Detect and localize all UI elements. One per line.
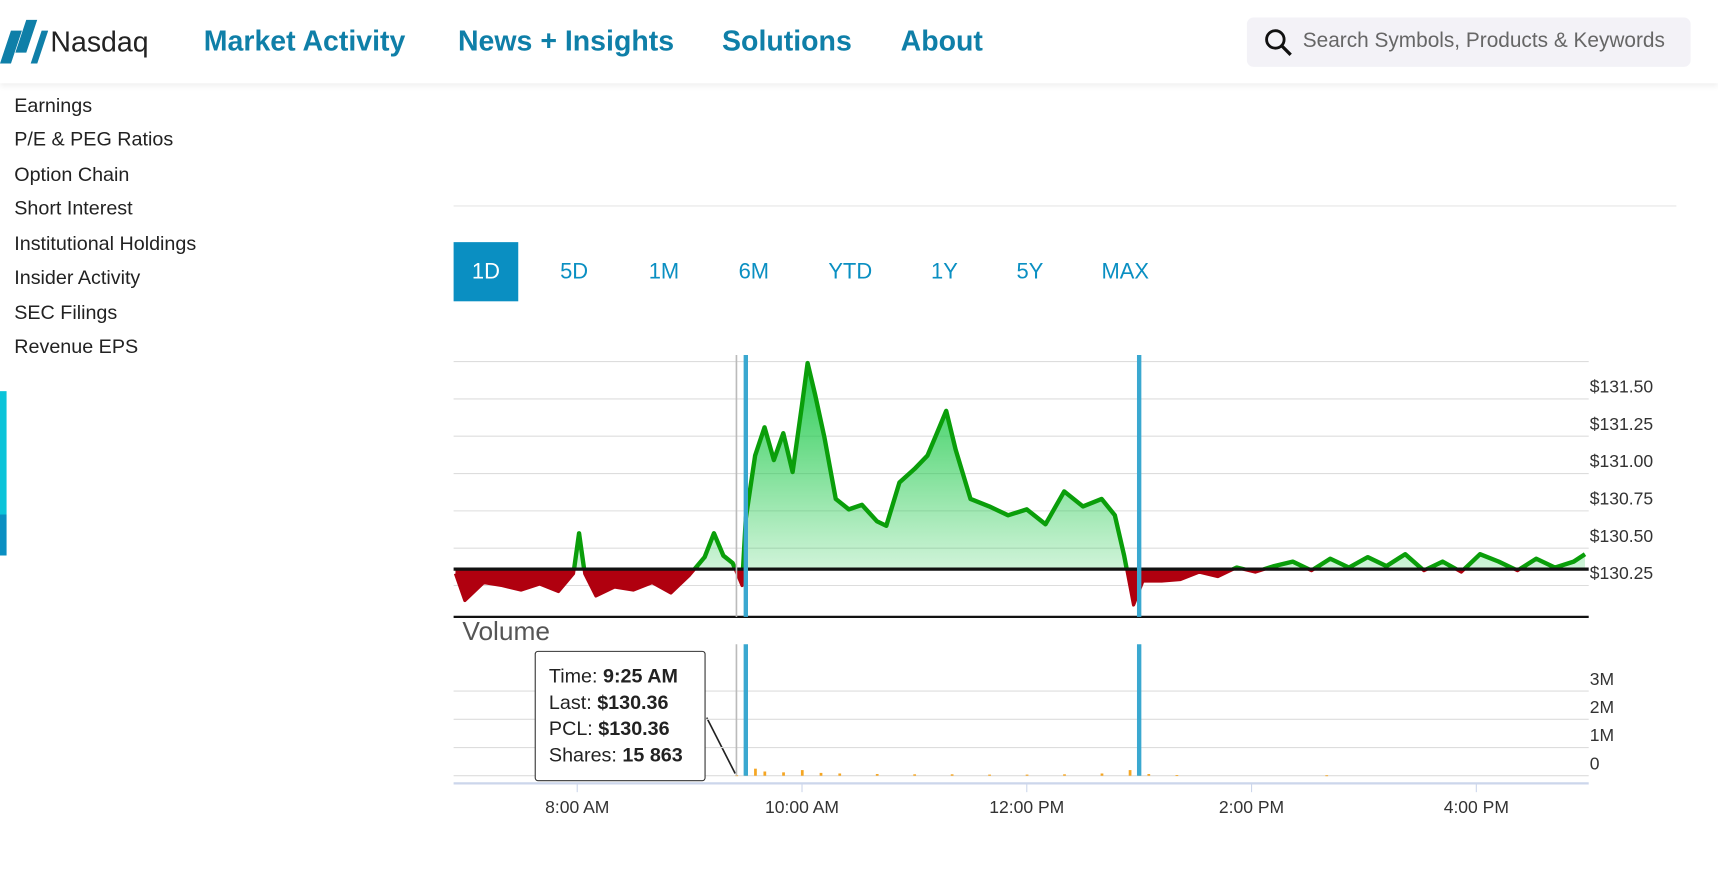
sidebar-link[interactable]: SEC Filings [14, 301, 118, 324]
price-line-up [571, 360, 1587, 570]
volume-bar [913, 774, 917, 776]
search-box[interactable]: Search Symbols, Products & Keywords [1246, 17, 1691, 67]
area-up [574, 363, 1585, 570]
y-tick-label: $130.75 [1590, 489, 1653, 509]
y-tick-label: $130.25 [1590, 563, 1653, 583]
tooltip-connector [705, 717, 736, 774]
tooltip-key: Last: [548, 691, 592, 714]
nav-link[interactable]: About [900, 24, 983, 57]
tooltip-key: PCL: [548, 717, 593, 740]
volume-bar [1100, 773, 1104, 776]
x-tick-label: 12:00 PM [989, 797, 1064, 817]
volume-bar [819, 772, 823, 776]
volume-bar [1147, 774, 1151, 776]
tooltip-row: Shares: 15 863 [549, 744, 705, 770]
range-tab[interactable]: YTD [828, 259, 873, 284]
tooltip: Time: 9:25 AM Last: $130.36 PCL: $130.36… [534, 650, 706, 782]
y-tick-label: $130.50 [1590, 526, 1654, 546]
nav-link[interactable]: Market Activity [203, 24, 406, 57]
tooltip-value: $130.36 [597, 691, 669, 714]
range-tab[interactable]: 6M [738, 259, 770, 284]
y-tick-label: $131.50 [1590, 377, 1654, 397]
volume-bar [875, 774, 879, 776]
range-tab[interactable]: MAX [1101, 259, 1149, 284]
volume-bar [950, 774, 954, 776]
volume-bar [754, 768, 757, 776]
range-tab[interactable]: 5Y [1016, 259, 1044, 284]
logo[interactable]: Nasdaq [0, 19, 149, 64]
y-tick-label: $131.25 [1590, 414, 1653, 434]
range-tab[interactable]: 1Y [931, 259, 958, 284]
logo-icon [0, 19, 49, 64]
tooltip-key: Time: [548, 665, 598, 687]
volume-bar [1128, 770, 1132, 776]
sidebar-link[interactable]: Short Interest [14, 197, 133, 220]
tooltip-value: $130.36 [598, 717, 670, 740]
nav-link[interactable]: Solutions [722, 24, 852, 57]
volume-bar [1025, 774, 1029, 776]
sidebar-link[interactable]: Revenue EPS [14, 335, 139, 358]
volume-bar [1063, 774, 1066, 776]
price-line-down [453, 569, 1556, 607]
tooltip-value: 15 863 [622, 743, 683, 766]
volume-bar [763, 771, 767, 776]
sidebar-link[interactable]: P/E & PEG Ratios [14, 128, 174, 151]
search-icon [1265, 29, 1292, 56]
tooltip-key: Shares: [548, 743, 617, 766]
x-tick-label: 2:00 PM [1219, 797, 1284, 817]
volume-bar [782, 772, 785, 776]
y-tick-label: 2M [1590, 697, 1614, 717]
y-tick-label: $131.00 [1590, 451, 1654, 471]
tooltip-row: Time: 9:25 AM [549, 665, 705, 691]
search-placeholder: Search Symbols, Products & Keywords [1302, 29, 1665, 53]
tooltip-value: 9:25 AM [603, 665, 678, 687]
x-tick-label: 8:00 AM [545, 797, 609, 817]
volume-bar [838, 773, 842, 776]
range-tab[interactable]: 1M [648, 259, 680, 284]
x-tick-label: 10:00 AM [765, 797, 839, 817]
y-tick-label: 3M [1590, 669, 1614, 689]
tooltip-row: PCL: $130.36 [549, 718, 705, 744]
nav-link[interactable]: News + Insights [457, 24, 675, 57]
range-tab[interactable]: 1D [453, 242, 519, 302]
volume-bar [800, 770, 804, 776]
x-tick-label: 4:00 PM [1444, 797, 1509, 817]
sidebar-link[interactable]: Insider Activity [14, 266, 141, 289]
y-tick-label: 1M [1590, 725, 1614, 745]
range-tab[interactable]: 5D [560, 259, 589, 284]
side-rail [0, 391, 7, 556]
tooltip-row: Last: $130.36 [549, 691, 705, 717]
volume-bar [1175, 775, 1179, 777]
y-tick-label: 0 [1590, 753, 1600, 773]
sidebar-link[interactable]: Earnings [14, 94, 93, 117]
volume-bar [988, 774, 991, 776]
logo-text: Nasdaq [50, 24, 149, 58]
volume-bar [1325, 775, 1329, 777]
area-down [455, 569, 1585, 605]
sidebar-link[interactable]: Option Chain [14, 163, 130, 186]
header: Nasdaq Market Activity News + Insights S… [0, 0, 1718, 84]
sidebar-link[interactable]: Institutional Holdings [14, 232, 197, 255]
volume-title: Volume [462, 616, 550, 646]
